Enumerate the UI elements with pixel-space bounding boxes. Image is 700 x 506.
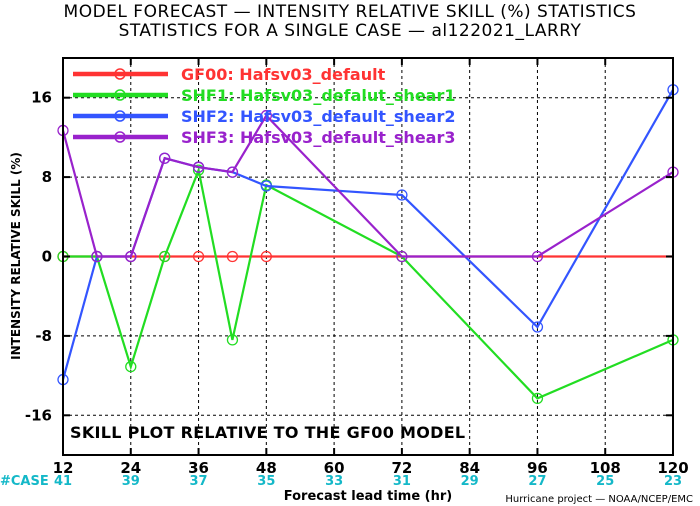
x-tick-label: 60: [324, 459, 345, 477]
data-point: [260, 180, 272, 192]
x-tick-label: 72: [391, 459, 412, 477]
data-point: [531, 392, 544, 405]
case-counts: 41 39 37 35 33 31 29 27 25 23: [54, 474, 682, 489]
case-count: 27: [528, 474, 546, 489]
data-point: [531, 321, 544, 333]
plot-series: [57, 84, 679, 405]
case-count: 25: [596, 474, 614, 489]
case-count: 41: [54, 474, 72, 489]
legend-marker: [114, 131, 126, 143]
chart-title: MODEL FORECAST — INTENSITY RELATIVE SKIL…: [64, 2, 637, 22]
legend-label: GF00: Hafsv03_default: [181, 65, 386, 84]
case-label: #CASE: [0, 474, 49, 489]
x-tick-label: 96: [527, 459, 548, 477]
data-point: [192, 164, 205, 176]
data-point: [91, 250, 103, 263]
legend-marker: [114, 89, 126, 101]
y-axis-label: INTENSITY RELATIVE SKILL (%): [9, 152, 23, 360]
skill-annotation: SKILL PLOT RELATIVE TO THE GF00 MODEL: [70, 423, 465, 442]
case-count: 33: [325, 474, 343, 489]
x-tick-label: 84: [459, 459, 480, 477]
legend-label: SHF3: Hafsv03_default_shear3: [181, 128, 455, 147]
legend-label: SHF1: Hafsv03_defalut_shear1: [181, 86, 455, 105]
y-tick-label: -8: [35, 327, 52, 345]
x-tick-label: 36: [188, 459, 209, 477]
data-point: [192, 161, 205, 173]
case-count: 23: [664, 474, 682, 489]
axis-ticks: 12 24 36 48 60 72 84 96 108 120 16 8 0 -8 -16: [25, 58, 689, 477]
legend-label: SHF2: Hafsv03_default_shear2: [181, 107, 455, 126]
data-point: [531, 250, 544, 263]
series-line: [63, 166, 674, 400]
data-point: [159, 152, 171, 164]
data-point: [226, 166, 239, 178]
data-point: [396, 189, 408, 201]
x-tick-label: 120: [657, 459, 688, 477]
legend: GF00: Hafsv03_default SHF1: Hafsv03_defal…: [73, 65, 455, 147]
case-count: 37: [190, 474, 208, 489]
chart-subtitle: STATISTICS FOR A SINGLE CASE — al122021_…: [119, 21, 582, 41]
data-point: [125, 361, 137, 373]
series-line: [61, 113, 674, 258]
y-tick-label: -16: [25, 406, 52, 424]
x-axis-label: Forecast lead time (hr): [284, 489, 452, 504]
data-point: [159, 250, 171, 263]
credit-text: Hurricane project — NOAA/NCEP/EMC: [505, 494, 693, 505]
series-3: [57, 109, 679, 263]
data-point: [396, 250, 408, 263]
data-point: [125, 250, 137, 263]
x-tick-label: 48: [256, 459, 277, 477]
data-point: [260, 250, 272, 263]
data-point: [192, 250, 205, 263]
x-tick-label: 12: [53, 459, 74, 477]
legend-marker: [114, 68, 126, 80]
case-count: 29: [461, 474, 479, 489]
data-point: [226, 250, 239, 263]
case-count: 35: [257, 474, 275, 489]
case-count: 31: [393, 474, 411, 489]
case-count: 39: [122, 474, 140, 489]
y-tick-label: 8: [42, 168, 52, 186]
y-tick-label: 0: [42, 248, 52, 266]
legend-marker: [114, 110, 126, 122]
x-tick-label: 24: [120, 459, 141, 477]
data-point: [260, 109, 272, 122]
x-tick-label: 108: [590, 459, 621, 477]
y-tick-label: 16: [31, 89, 52, 107]
data-point: [226, 334, 239, 346]
